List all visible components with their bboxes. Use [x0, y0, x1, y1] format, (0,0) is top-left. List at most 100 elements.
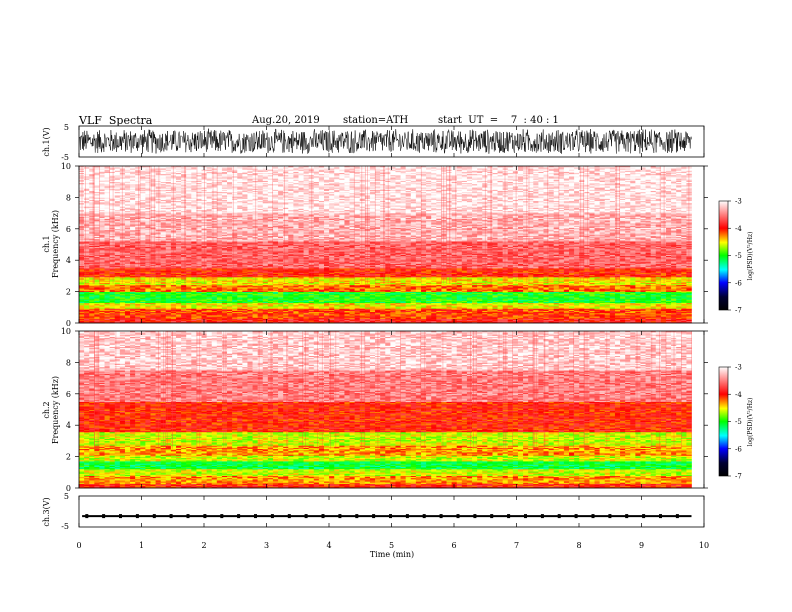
spectrogram-cell: [487, 305, 493, 307]
spectrogram-cell: [262, 310, 269, 313]
spectrogram-cell: [339, 303, 345, 306]
spectrogram-cell: [349, 316, 355, 318]
spectrogram-cell: [665, 321, 672, 324]
spectrogram-cell: [359, 317, 366, 319]
spectrogram-cell: [538, 312, 544, 315]
spectrogram-cell: [155, 302, 161, 305]
spectrogram-cell: [247, 305, 253, 307]
spectrogram-cell: [589, 320, 595, 323]
spectrogram-cell: [609, 307, 616, 309]
spectrogram-cell: [278, 311, 284, 314]
spectrogram-cell: [135, 319, 141, 322]
spectrogram-cell: [395, 301, 401, 304]
spectrogram-cell: [441, 314, 447, 316]
spectrogram-cell: [487, 301, 493, 304]
spectrogram-cell: [655, 305, 662, 307]
spectrogram-cell: [395, 321, 401, 324]
spectrogram-cell: [415, 319, 422, 322]
spectrogram-cell: [196, 311, 202, 314]
spectrogram-cell: [237, 308, 243, 310]
spectrogram-cell: [293, 302, 299, 305]
spectrogram-cell: [410, 311, 417, 314]
spectrogram-cell: [502, 310, 509, 313]
spectrogram-cell: [650, 318, 657, 320]
spectrogram-cell: [640, 306, 646, 308]
spectrogram-cell: [201, 310, 207, 313]
spectrogram-cell: [625, 316, 631, 318]
spectrogram-cell: [170, 311, 177, 314]
spectrogram-cell: [574, 318, 580, 320]
spectrogram-cell: [324, 318, 330, 320]
spectrogram-cell: [119, 320, 126, 323]
spectrogram-cell: [676, 314, 682, 316]
spectrogram-cell: [655, 319, 662, 322]
spectrogram-cell: [130, 301, 136, 304]
spectrogram-cell: [155, 321, 161, 324]
spectrogram-cell: [278, 316, 284, 318]
spectrogram-cell: [303, 317, 309, 319]
spectrogram-cell: [283, 314, 289, 316]
spectrogram-cell: [293, 321, 299, 324]
spectrogram-cell: [262, 314, 269, 316]
spectrogram-cell: [293, 303, 299, 306]
date-label: Aug.20, 2019: [252, 115, 320, 126]
spectrogram-cell: [681, 311, 687, 314]
spectrogram-cell: [359, 310, 366, 313]
spectrogram-cell: [206, 302, 212, 305]
spectrogram-cell: [538, 308, 544, 310]
spectrogram-cell: [242, 309, 248, 311]
spectrogram-cell: [252, 306, 258, 308]
spectrogram-cell: [135, 305, 141, 307]
spectrogram-cell: [232, 317, 238, 319]
spectrogram-cell: [84, 302, 90, 305]
spectrogram-cell: [482, 320, 488, 323]
spectrogram-cell: [630, 310, 636, 313]
spectrogram-cell: [165, 321, 172, 324]
spectrogram-cell: [630, 319, 636, 322]
ch1-waveform-trace: [78, 128, 692, 154]
spectrogram-cell: [446, 319, 452, 322]
spectrogram-cell: [369, 319, 376, 322]
spectrogram-cell: [99, 301, 105, 304]
spectrogram-cell: [589, 316, 595, 318]
spectrogram-cell: [109, 309, 116, 311]
spectrogram-cell: [329, 321, 335, 324]
spectrogram-cell: [288, 305, 294, 307]
spectrogram-cell: [431, 320, 437, 323]
spectrogram-cell: [272, 306, 279, 308]
spectrogram-cell: [410, 310, 417, 313]
spectrogram-cell: [130, 315, 136, 317]
spectrogram-cell: [614, 310, 621, 313]
spectrogram-cell: [385, 310, 391, 313]
spectrogram-cell: [538, 301, 544, 304]
spectrogram-cell: [99, 310, 105, 313]
spectrogram-cell: [104, 308, 110, 310]
spectrogram-cell: [405, 321, 412, 324]
spectrogram-cell: [426, 317, 432, 319]
spectrogram-cell: [635, 310, 641, 313]
spectrogram-cell: [507, 309, 514, 311]
spectrogram-cell: [630, 311, 636, 314]
spectrogram-cell: [364, 319, 371, 322]
spectrogram-cell: [232, 315, 238, 317]
spectrogram-cell: [625, 302, 631, 305]
spectrogram-cell: [318, 318, 325, 320]
spectrogram-cell: [79, 318, 85, 320]
spectrogram-cell: [681, 305, 687, 307]
spectrogram-cell: [625, 314, 631, 316]
spectrogram-cell: [150, 302, 156, 305]
spectrogram-cell: [257, 316, 264, 318]
spectrogram-cell: [655, 307, 662, 309]
spectrogram-cell: [308, 308, 315, 310]
spectrogram-cell: [247, 302, 253, 305]
spectrogram-cell: [681, 307, 687, 309]
spectrogram-cell: [446, 310, 452, 313]
spectrogram-cell: [563, 321, 570, 324]
spectrogram-cell: [364, 309, 371, 311]
spectrogram-cell: [257, 309, 264, 311]
spectrogram-cell: [517, 320, 524, 323]
spectrogram-cell: [170, 309, 177, 311]
spectrogram-cell: [298, 312, 304, 315]
spectrogram-cell: [339, 302, 345, 305]
spectrogram-cell: [247, 306, 253, 308]
